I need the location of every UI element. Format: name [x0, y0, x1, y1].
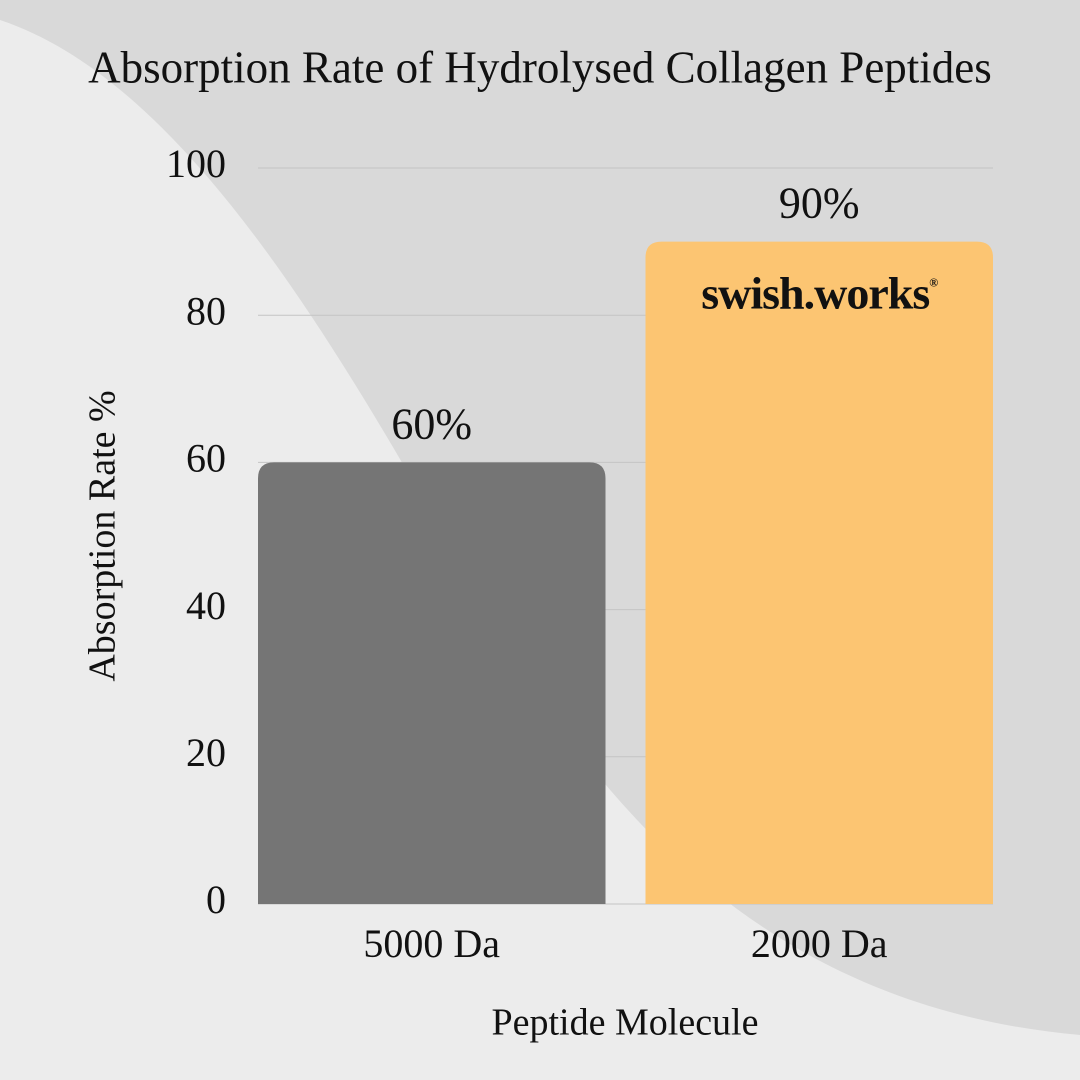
- value-label: 90%: [779, 179, 860, 228]
- brand-mark: ®: [929, 275, 938, 289]
- brand-name: swish.works: [701, 267, 929, 318]
- bar: [645, 241, 993, 905]
- y-tick-label: 60: [186, 436, 226, 481]
- y-tick-label: 40: [186, 583, 226, 628]
- y-tick-label: 0: [206, 877, 226, 922]
- value-label: 60%: [391, 399, 472, 448]
- y-tick-label: 80: [186, 288, 226, 333]
- brand-logo: swish.works®: [701, 267, 938, 318]
- x-axis-label: Peptide Molecule: [492, 1002, 759, 1044]
- y-tick-label: 100: [166, 141, 226, 186]
- y-axis-label: Absorption Rate %: [82, 390, 124, 681]
- chart-title: Absorption Rate of Hydrolysed Collagen P…: [88, 42, 992, 92]
- y-tick-label: 20: [186, 730, 226, 775]
- x-tick-label: 2000 Da: [751, 921, 888, 966]
- bar: [258, 462, 606, 904]
- x-tick-label: 5000 Da: [363, 921, 500, 966]
